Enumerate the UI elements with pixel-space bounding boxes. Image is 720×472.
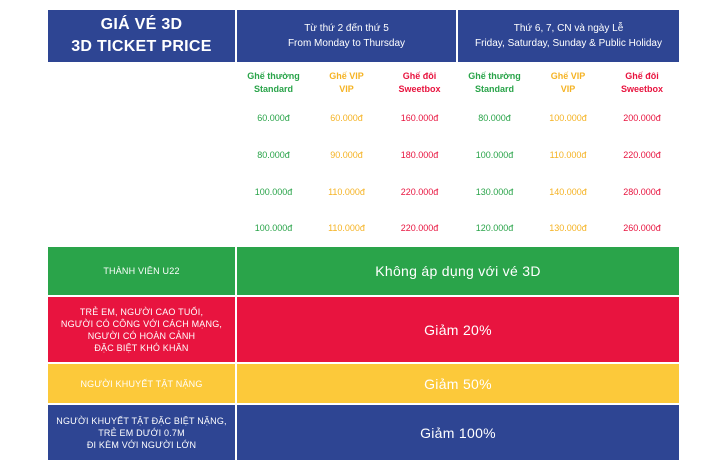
discount-value-disabled: Giảm 50% (237, 364, 679, 403)
price-cell: 80.000đ (257, 150, 290, 160)
seat-type-standard-weekend: Ghế thường Standard (468, 71, 521, 94)
seat-type-vip-weekend: Ghế VIP VIP (550, 71, 586, 94)
discount-value-severely-disabled: Giảm 100% (237, 405, 679, 460)
seat-type-sweetbox-weekend: Ghế đôi Sweetbox (620, 71, 663, 94)
price-cell: 100.000đ (254, 223, 293, 233)
price-cell: 100.000đ (475, 150, 514, 160)
weekday-header: Từ thứ 2 đến thứ 5 From Monday to Thursd… (237, 10, 456, 62)
weekend-en: Friday, Saturday, Sunday & Public Holida… (475, 38, 662, 49)
price-cell: 100.000đ (549, 113, 587, 123)
seat-type-standard-weekday: Ghế thường Standard (247, 71, 300, 94)
price-cell: 100.000đ (254, 187, 293, 197)
price-cell: 130.000đ (549, 223, 587, 233)
price-cell: 80.000đ (478, 113, 511, 123)
discount-label-severely-disabled: NGƯỜI KHUYẾT TẬT ĐẶC BIỆT NẶNG, TRẺ EM D… (48, 405, 235, 460)
price-cell: 110.000đ (328, 223, 365, 233)
weekday-en: From Monday to Thursday (287, 38, 406, 49)
discount-value-u22: Không áp dụng với vé 3D (237, 247, 679, 295)
price-cell: 130.000đ (475, 187, 514, 197)
price-cell: 220.000đ (623, 150, 661, 160)
price-cell: 160.000đ (400, 113, 439, 123)
seat-type-sweetbox-weekday: Ghế đôi Sweetbox (398, 71, 441, 94)
discount-value-children-elderly: Giảm 20% (237, 297, 679, 362)
discount-label-children-elderly: TRẺ EM, NGƯỜI CAO TUỔI, NGƯỜI CÓ CÔNG VỚ… (48, 297, 235, 362)
weekend-vi: Thứ 6, 7, CN và ngày Lễ (513, 23, 624, 34)
weekday-vi: Từ thứ 2 đến thứ 5 (304, 23, 389, 34)
price-cell: 220.000đ (400, 187, 439, 197)
price-cell: 280.000đ (623, 187, 661, 197)
price-cell: 120.000đ (475, 223, 514, 233)
price-cell: 180.000đ (400, 150, 439, 160)
title-en: 3D TICKET PRICE (71, 38, 212, 55)
discount-label-u22: THÀNH VIÊN U22 (48, 247, 235, 295)
price-cell: 220.000đ (400, 223, 439, 233)
title-cell: GIÁ VÉ 3D 3D TICKET PRICE (48, 10, 235, 62)
price-cell: 140.000đ (549, 187, 587, 197)
price-cell: 90.000đ (330, 150, 363, 160)
price-cell: 110.000đ (549, 150, 587, 160)
discount-label-disabled: NGƯỜI KHUYẾT TẬT NẶNG (48, 364, 235, 403)
price-cell: 200.000đ (623, 113, 661, 123)
title-vi: GIÁ VÉ 3D (100, 16, 183, 33)
price-cell: 260.000đ (623, 223, 661, 233)
price-cell: 60.000đ (330, 113, 363, 123)
seat-type-vip-weekday: Ghế VIP VIP (329, 71, 364, 94)
price-cell: 60.000đ (257, 113, 290, 123)
price-cell: 110.000đ (328, 187, 365, 197)
weekend-header: Thứ 6, 7, CN và ngày Lễ Friday, Saturday… (458, 10, 679, 62)
